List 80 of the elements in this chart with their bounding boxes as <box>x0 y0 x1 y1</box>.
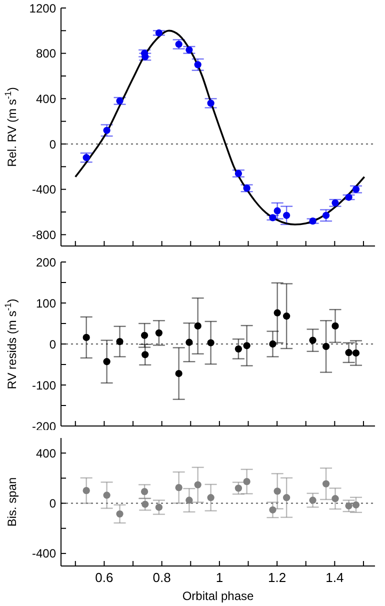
point <box>186 338 193 346</box>
y-tick-label: 400 <box>36 446 56 460</box>
point <box>243 478 250 486</box>
point <box>103 126 110 134</box>
point <box>234 170 242 178</box>
point <box>116 97 124 104</box>
point <box>269 506 276 514</box>
point <box>140 488 148 496</box>
point <box>352 501 360 508</box>
point <box>345 349 352 356</box>
point <box>155 329 163 336</box>
point <box>332 495 339 502</box>
point <box>274 207 281 214</box>
point <box>175 484 182 492</box>
point <box>175 40 182 48</box>
y-tick-label: 0 <box>49 137 56 152</box>
x-tick-label: 0.6 <box>95 570 114 586</box>
point <box>186 496 193 504</box>
point <box>103 492 110 499</box>
point <box>207 100 214 107</box>
y-tick-label: 0 <box>49 496 56 511</box>
y-tick-label: 1200 <box>29 1 56 16</box>
y-tick-label: 100 <box>36 296 56 310</box>
point <box>309 336 316 344</box>
point <box>234 484 242 492</box>
point <box>269 214 276 222</box>
point <box>322 342 330 350</box>
point <box>282 212 290 219</box>
point <box>282 494 290 502</box>
point <box>274 488 281 495</box>
point <box>82 154 90 162</box>
point <box>186 46 193 54</box>
point <box>116 338 124 346</box>
point <box>234 345 242 352</box>
point <box>155 504 163 511</box>
y-tick-label: -400 <box>32 182 56 197</box>
point <box>194 322 202 330</box>
x-tick-label: 0.8 <box>152 570 171 586</box>
point <box>207 339 214 346</box>
point <box>322 212 330 219</box>
point <box>332 199 339 206</box>
point <box>309 218 316 225</box>
point <box>103 358 110 366</box>
point <box>332 322 339 330</box>
point <box>142 53 149 60</box>
point <box>282 312 290 320</box>
point <box>243 342 250 350</box>
x-tick-label: 1.2 <box>268 570 286 586</box>
y-tick-label: -200 <box>32 419 56 434</box>
y-tick-label: 200 <box>36 255 56 270</box>
point <box>175 370 182 378</box>
point <box>116 510 124 518</box>
point <box>269 340 276 348</box>
point <box>274 309 281 316</box>
y-tick-label: -800 <box>32 228 56 242</box>
y-tick-label: 0 <box>49 337 56 352</box>
point <box>142 500 149 508</box>
y-tick-label: -100 <box>32 378 56 392</box>
point <box>194 61 202 68</box>
y-tick-label: -400 <box>32 546 56 561</box>
point <box>140 332 148 339</box>
point <box>352 349 360 357</box>
point <box>155 29 163 36</box>
x-axis-title: Orbital phase <box>182 589 254 603</box>
point <box>207 494 214 502</box>
line-series <box>74 30 366 226</box>
point <box>309 496 316 504</box>
y-tick-label: 400 <box>36 92 56 106</box>
y-axis-title: Bis. span <box>5 477 19 527</box>
point <box>82 487 90 494</box>
point <box>322 480 330 488</box>
point <box>194 481 202 488</box>
point <box>345 194 352 201</box>
point <box>243 184 250 192</box>
point <box>82 334 90 341</box>
point <box>345 502 352 510</box>
point <box>142 351 149 358</box>
x-tick-label: 1 <box>216 570 224 586</box>
y-tick-label: 800 <box>36 46 56 61</box>
x-tick-label: 1.4 <box>326 570 344 586</box>
